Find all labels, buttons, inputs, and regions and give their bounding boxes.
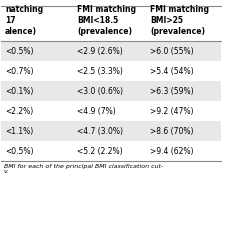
Text: >6.3 (59%): >6.3 (59%) xyxy=(150,87,194,96)
Text: BMI for each of the principal BMI classification cut-
v.: BMI for each of the principal BMI classi… xyxy=(4,164,163,174)
Text: <2.5 (3.3%): <2.5 (3.3%) xyxy=(77,67,123,76)
Bar xyxy=(1,141,221,161)
Text: <0.5%): <0.5%) xyxy=(5,147,34,156)
Text: <4.9 (7%): <4.9 (7%) xyxy=(77,107,116,116)
Bar xyxy=(1,122,221,141)
Text: >8.6 (70%): >8.6 (70%) xyxy=(150,127,194,136)
Text: <3.0 (0.6%): <3.0 (0.6%) xyxy=(77,87,124,96)
Bar xyxy=(1,101,221,122)
Text: <0.5%): <0.5%) xyxy=(5,47,34,56)
Text: <2.2%): <2.2%) xyxy=(5,107,33,116)
Text: >9.4 (62%): >9.4 (62%) xyxy=(150,147,194,156)
Text: >9.2 (47%): >9.2 (47%) xyxy=(150,107,194,116)
Text: FMI matching
BMI<18.5
(prevalence): FMI matching BMI<18.5 (prevalence) xyxy=(77,5,136,36)
Bar xyxy=(1,61,221,81)
Text: natching
17
alence): natching 17 alence) xyxy=(5,5,43,36)
Text: <1.1%): <1.1%) xyxy=(5,127,33,136)
Text: <2.9 (2.6%): <2.9 (2.6%) xyxy=(77,47,123,56)
Text: <0.1%): <0.1%) xyxy=(5,87,33,96)
Text: <5.2 (2.2%): <5.2 (2.2%) xyxy=(77,147,123,156)
Text: >6.0 (55%): >6.0 (55%) xyxy=(150,47,194,56)
Bar xyxy=(1,41,221,61)
Text: FMI matching
BMI>25
(prevalence): FMI matching BMI>25 (prevalence) xyxy=(150,5,209,36)
Text: >5.4 (54%): >5.4 (54%) xyxy=(150,67,194,76)
Text: <0.7%): <0.7%) xyxy=(5,67,34,76)
Bar xyxy=(1,81,221,101)
Text: <4.7 (3.0%): <4.7 (3.0%) xyxy=(77,127,124,136)
